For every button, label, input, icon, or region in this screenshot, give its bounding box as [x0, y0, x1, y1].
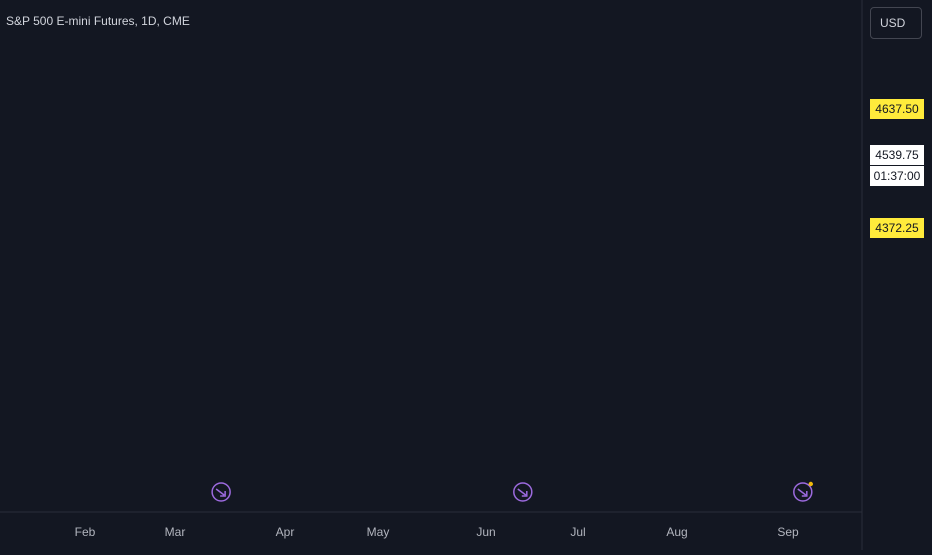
time-tick-label: Aug: [666, 525, 687, 539]
last-price-label: 4539.75: [870, 145, 924, 165]
time-tick-label: May: [367, 525, 390, 539]
time-scale[interactable]: Feb Mar Apr May Jun Jul Aug Sep: [75, 525, 799, 539]
plot-background: [0, 0, 862, 512]
upper-band-price-label: 4637.50: [870, 99, 924, 119]
event-marker-icon[interactable]: [513, 482, 533, 502]
bar-countdown: 01:37:00: [870, 166, 924, 186]
currency-button[interactable]: USD: [870, 7, 922, 39]
time-tick-label: Sep: [777, 525, 799, 539]
event-marker-icon[interactable]: [793, 481, 813, 502]
event-markers[interactable]: [211, 481, 813, 502]
chart-title: S&P 500 E-mini Futures, 1D, CME: [6, 14, 190, 28]
time-tick-label: Apr: [276, 525, 295, 539]
time-tick-label: Mar: [165, 525, 186, 539]
lower-band-price-label: 4372.25: [870, 218, 924, 238]
time-tick-label: Jul: [570, 525, 585, 539]
time-tick-label: Jun: [476, 525, 495, 539]
time-tick-label: Feb: [75, 525, 96, 539]
event-marker-icon[interactable]: [211, 482, 231, 502]
